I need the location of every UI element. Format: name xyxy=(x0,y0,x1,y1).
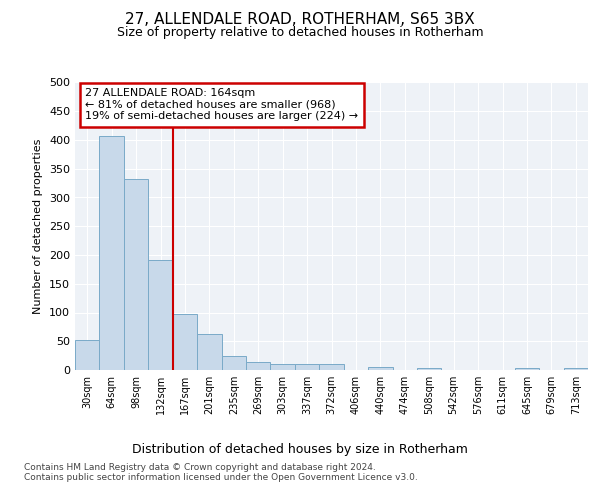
Bar xyxy=(124,179,148,370)
Text: 27, ALLENDALE ROAD, ROTHERHAM, S65 3BX: 27, ALLENDALE ROAD, ROTHERHAM, S65 3BX xyxy=(125,12,475,28)
Bar xyxy=(197,334,221,370)
Bar xyxy=(271,364,295,370)
Bar xyxy=(295,364,319,370)
Y-axis label: Number of detached properties: Number of detached properties xyxy=(34,138,43,314)
Bar xyxy=(563,368,588,370)
Bar xyxy=(417,368,442,370)
Text: 27 ALLENDALE ROAD: 164sqm
← 81% of detached houses are smaller (968)
19% of semi: 27 ALLENDALE ROAD: 164sqm ← 81% of detac… xyxy=(85,88,358,122)
Bar xyxy=(368,367,392,370)
Text: Size of property relative to detached houses in Rotherham: Size of property relative to detached ho… xyxy=(116,26,484,39)
Bar xyxy=(100,136,124,370)
Text: Contains HM Land Registry data © Crown copyright and database right 2024.
Contai: Contains HM Land Registry data © Crown c… xyxy=(24,462,418,482)
Bar xyxy=(221,356,246,370)
Bar xyxy=(75,340,100,370)
Bar xyxy=(173,314,197,370)
Bar xyxy=(319,364,344,370)
Bar xyxy=(246,362,271,370)
Bar xyxy=(148,260,173,370)
Bar xyxy=(515,368,539,370)
Text: Distribution of detached houses by size in Rotherham: Distribution of detached houses by size … xyxy=(132,442,468,456)
